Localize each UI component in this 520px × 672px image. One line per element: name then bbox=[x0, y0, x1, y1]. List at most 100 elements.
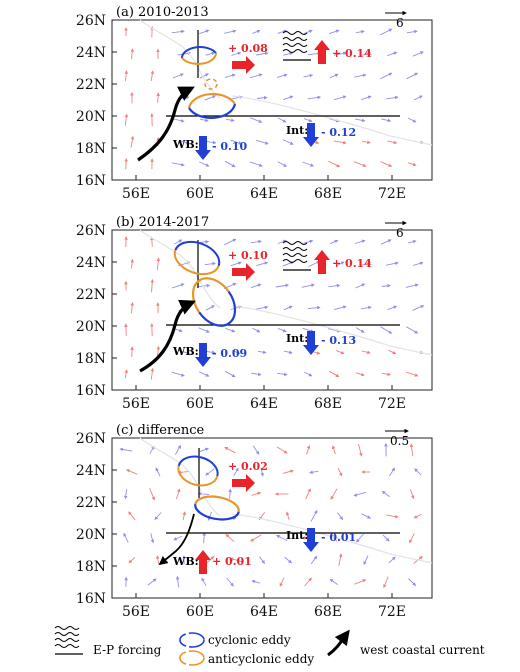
legend-ep-label: E-P forcing bbox=[93, 643, 162, 657]
flow-vector bbox=[251, 579, 261, 584]
flow-vector bbox=[333, 95, 347, 101]
flow-vector bbox=[175, 444, 181, 455]
flow-vector bbox=[361, 261, 372, 266]
flow-vector bbox=[337, 512, 344, 521]
flow-vector bbox=[387, 140, 398, 145]
flow-vector bbox=[310, 555, 318, 565]
cyclonic-eddy-north bbox=[177, 455, 219, 487]
scale-label: 6 bbox=[396, 16, 404, 30]
flow-vector bbox=[309, 470, 319, 475]
wb-flux-arrow bbox=[195, 343, 211, 367]
flow-vector bbox=[413, 513, 422, 519]
flow-vector bbox=[199, 118, 209, 123]
flow-vector bbox=[259, 556, 265, 564]
flow-vector bbox=[407, 239, 417, 244]
y-tick-label: 26N bbox=[76, 13, 106, 29]
int-flux-value: - 0.13 bbox=[321, 334, 356, 347]
y-tick-label: 22N bbox=[76, 77, 106, 93]
flow-vector bbox=[199, 73, 209, 79]
flow-vector bbox=[406, 371, 419, 377]
flow-vector bbox=[303, 29, 313, 35]
int-flux-arrow bbox=[303, 123, 319, 147]
x-tick-label: 68E bbox=[314, 186, 342, 202]
flow-vector bbox=[250, 534, 262, 542]
y-tick-label: 26N bbox=[76, 431, 106, 447]
flow-vector bbox=[252, 445, 260, 455]
flow-vector bbox=[412, 305, 425, 311]
coastline bbox=[139, 229, 433, 356]
legend-coastal-label: west coastal current bbox=[360, 643, 485, 657]
flow-vector bbox=[333, 140, 347, 145]
flow-vector bbox=[229, 557, 242, 563]
flow-vector bbox=[333, 51, 347, 56]
y-tick-label: 20N bbox=[76, 527, 106, 543]
flow-vector bbox=[207, 511, 212, 521]
flow-vector bbox=[284, 556, 292, 564]
flow-vector bbox=[225, 533, 235, 542]
flow-vector bbox=[172, 73, 184, 79]
coastline bbox=[139, 437, 433, 564]
flow-vector bbox=[285, 511, 290, 521]
x-ticks: 56E 60E 64E 68E 72E bbox=[122, 385, 406, 412]
flow-vector bbox=[128, 511, 136, 521]
flow-vector bbox=[303, 73, 314, 78]
flow-vector bbox=[256, 305, 269, 310]
x-ticks: 56E 60E 64E 68E 72E bbox=[122, 593, 406, 620]
flow-vector bbox=[329, 73, 339, 79]
flow-vector bbox=[205, 305, 215, 311]
int-flux-value: - 0.12 bbox=[321, 126, 356, 139]
flow-vector bbox=[256, 51, 269, 56]
x-tick-label: 56E bbox=[122, 396, 150, 412]
west-coastal-current-arrow bbox=[139, 299, 196, 373]
flow-vector bbox=[331, 445, 336, 455]
flow-vector bbox=[385, 261, 399, 266]
flow-vector bbox=[389, 467, 395, 477]
flow-vector bbox=[308, 261, 321, 267]
flow-vector bbox=[123, 532, 129, 543]
flow-vector bbox=[409, 443, 414, 456]
legend-anticyclonic-label: anticyclonic eddy bbox=[208, 652, 314, 666]
flow-vector bbox=[199, 161, 210, 167]
flow-vector bbox=[255, 139, 269, 145]
flow-vector bbox=[412, 261, 424, 266]
flow-vector bbox=[408, 578, 417, 587]
flow-vector bbox=[306, 445, 311, 455]
flow-vector bbox=[355, 30, 365, 34]
flow-vector bbox=[202, 532, 206, 544]
flow-vector bbox=[224, 446, 236, 454]
flow-vector bbox=[198, 283, 211, 288]
flow-vector bbox=[277, 117, 287, 123]
flow-vector bbox=[250, 239, 262, 244]
flow-vector bbox=[224, 160, 236, 168]
flow-vector bbox=[381, 372, 392, 377]
flow-vector bbox=[276, 73, 288, 78]
flow-vector bbox=[198, 491, 210, 496]
anticyclonic-eddy-south bbox=[194, 495, 240, 521]
flow-vector bbox=[380, 161, 393, 167]
int-flux-value: - 0.01 bbox=[321, 531, 356, 544]
legend-anticyclonic-icon bbox=[179, 650, 205, 666]
flow-vector bbox=[230, 139, 243, 145]
flow-vector bbox=[413, 95, 423, 101]
flow-vector bbox=[305, 488, 311, 500]
flow-vector bbox=[179, 139, 190, 145]
flow-vector bbox=[150, 533, 155, 544]
flow-vector bbox=[199, 240, 210, 244]
flow-vector bbox=[233, 467, 239, 477]
flow-vector bbox=[361, 513, 372, 519]
flow-vector bbox=[328, 118, 340, 123]
flow-vector bbox=[406, 72, 419, 80]
flow-vector bbox=[155, 467, 161, 477]
wb-flux-arrow bbox=[195, 550, 211, 574]
flow-vector bbox=[201, 577, 207, 587]
flow-vector bbox=[355, 372, 365, 377]
cyclonic-eddy-north bbox=[173, 240, 221, 276]
flow-vector bbox=[171, 162, 185, 167]
wb-label: WB: bbox=[172, 345, 199, 358]
y-tick-label: 18N bbox=[76, 559, 106, 575]
flow-vector bbox=[224, 370, 236, 378]
y-ticks: 26N 24N 22N 20N 18N 16N bbox=[76, 13, 117, 189]
flow-vector bbox=[205, 51, 216, 56]
flow-vector bbox=[257, 96, 268, 100]
